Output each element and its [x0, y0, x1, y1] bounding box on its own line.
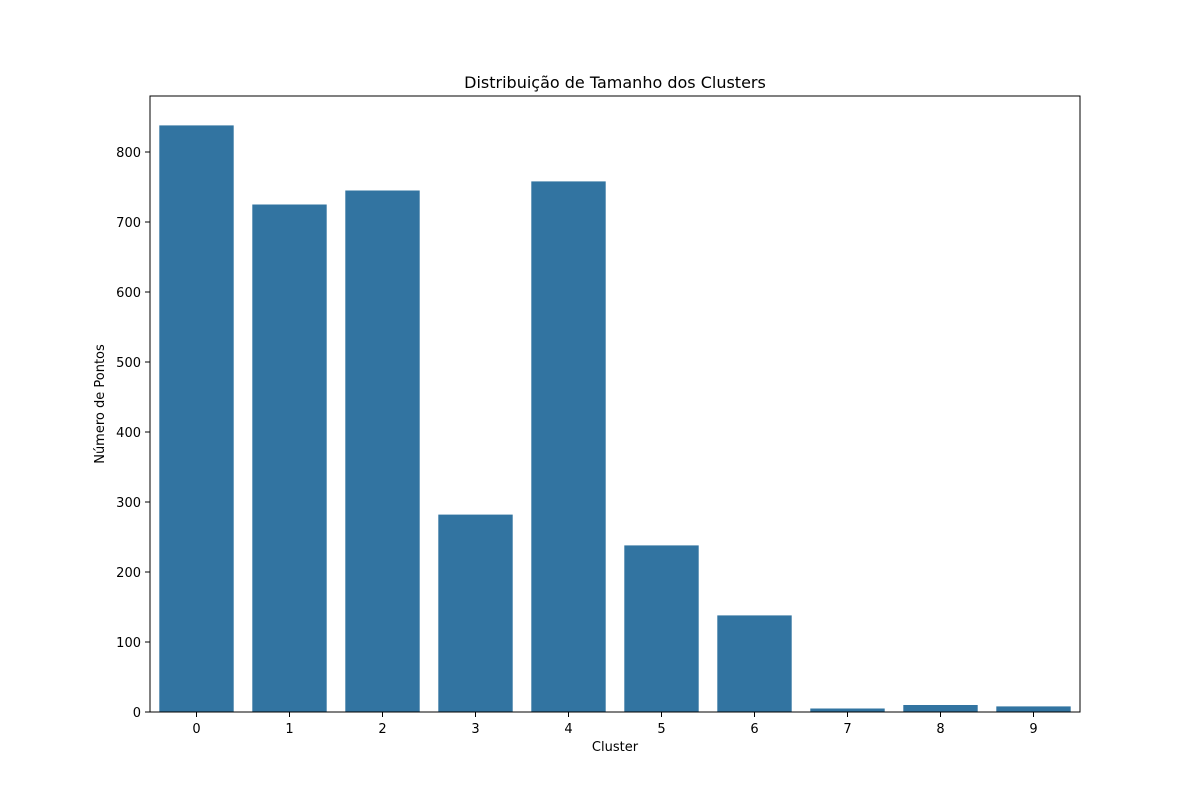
- bar-cluster-9: [996, 706, 1071, 712]
- bar-cluster-0: [159, 125, 234, 712]
- y-tick-label: 600: [116, 286, 141, 301]
- y-tick-label: 300: [116, 496, 141, 511]
- x-axis-ticks: 0 1 2 3 4 5 6 7 8 9: [192, 712, 1038, 737]
- bar-cluster-8: [903, 705, 978, 712]
- x-tick-label: 5: [657, 722, 665, 737]
- bar-cluster-5: [624, 545, 699, 712]
- chart-title: Distribuição de Tamanho dos Clusters: [464, 73, 766, 92]
- bar-cluster-3: [438, 514, 513, 712]
- bar-cluster-7: [810, 708, 885, 712]
- x-tick-label: 7: [843, 722, 851, 737]
- bar-cluster-2: [345, 190, 420, 712]
- y-tick-label: 0: [133, 706, 141, 721]
- x-tick-label: 3: [471, 722, 479, 737]
- y-axis-ticks: 0 100 200 300 400 500 600 700 800: [116, 146, 150, 721]
- y-tick-label: 800: [116, 146, 141, 161]
- bar-cluster-4: [531, 181, 606, 712]
- bars-group: [159, 125, 1071, 712]
- y-tick-label: 100: [116, 636, 141, 651]
- y-tick-label: 400: [116, 426, 141, 441]
- y-tick-label: 700: [116, 216, 141, 231]
- x-tick-label: 0: [192, 722, 200, 737]
- x-tick-label: 1: [285, 722, 293, 737]
- x-tick-label: 2: [378, 722, 386, 737]
- y-axis-label: Número de Pontos: [93, 344, 108, 464]
- bar-cluster-6: [717, 615, 792, 712]
- plot-frame: [149, 95, 1081, 713]
- x-tick-label: 9: [1029, 722, 1037, 737]
- y-tick-label: 200: [116, 566, 141, 581]
- x-tick-label: 4: [564, 722, 572, 737]
- y-tick-label: 500: [116, 356, 141, 371]
- bar-cluster-1: [252, 204, 327, 712]
- x-tick-label: 8: [936, 722, 944, 737]
- x-axis-label: Cluster: [592, 740, 639, 755]
- x-tick-label: 6: [750, 722, 758, 737]
